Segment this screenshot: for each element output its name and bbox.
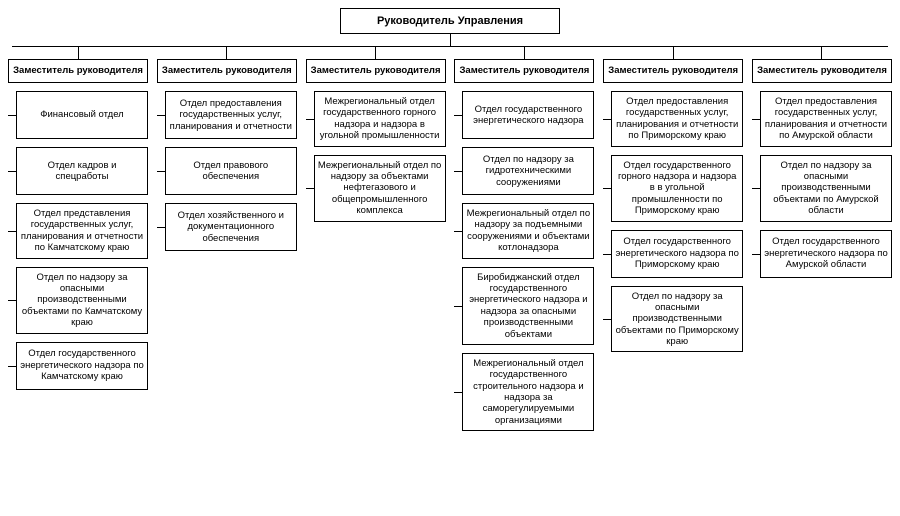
department-node: Отдел государственного энергетического н…: [16, 342, 148, 390]
department-node: Отдел по надзору за опасными производств…: [760, 155, 892, 222]
department-node: Отдел по надзору за опасными производств…: [16, 267, 148, 334]
department-node: Отдел по надзору за опасными производств…: [611, 286, 743, 353]
department-node: Отдел правового обеспечения: [165, 147, 297, 195]
connector-vertical: [78, 47, 79, 59]
department-node: Межрегиональный отдел государственного с…: [462, 353, 594, 431]
connector-vertical: [226, 47, 227, 59]
connector-vertical: [673, 47, 674, 59]
connector-horizontal-bus: [12, 46, 888, 47]
department-node: Биробиджанский отдел государственного эн…: [462, 267, 594, 345]
department-node: Отдел государственного энергетического н…: [760, 230, 892, 278]
deputy-head-node: Заместитель руководителя: [454, 59, 594, 83]
department-node: Отдел предоставления государственных усл…: [165, 91, 297, 139]
connector-vertical: [450, 34, 451, 46]
deputy-head-node: Заместитель руководителя: [8, 59, 148, 83]
department-node: Межрегиональный отдел государственного г…: [314, 91, 446, 147]
column-body: Межрегиональный отдел государственного г…: [306, 83, 446, 222]
column-body: Отдел предоставления государственных усл…: [157, 83, 297, 251]
column-body: Отдел предоставления государственных усл…: [603, 83, 743, 352]
connector-vertical: [375, 47, 376, 59]
deputy-head-node: Заместитель руководителя: [157, 59, 297, 83]
column: Заместитель руководителя Отдел предоставл…: [157, 47, 297, 439]
department-node: Отдел предоставления государственных усл…: [760, 91, 892, 147]
connector-vertical: [821, 47, 822, 59]
department-node: Отдел государственного горного надзора и…: [611, 155, 743, 222]
department-node: Межрегиональный отдел по надзору за объе…: [314, 155, 446, 222]
department-node: Отдел предоставления государственных усл…: [611, 91, 743, 147]
column: Заместитель руководителя Отдел государств…: [454, 47, 594, 439]
department-node: Отдел представления государственных услу…: [16, 203, 148, 259]
department-node: Отдел государственного энергетического н…: [462, 91, 594, 139]
deputy-head-node: Заместитель руководителя: [306, 59, 446, 83]
department-node: Межрегиональный отдел по надзору за подъ…: [462, 203, 594, 259]
department-node: Отдел государственного энергетического н…: [611, 230, 743, 278]
column: Заместитель руководителяФинансовый отдел…: [8, 47, 148, 439]
connector-vertical: [524, 47, 525, 59]
deputy-head-node: Заместитель руководителя: [603, 59, 743, 83]
root-node: Руководитель Управления: [340, 8, 560, 34]
column: Заместитель руководителя Отдел предоставл…: [752, 47, 892, 439]
column: Заместитель руководителя Отдел предоставл…: [603, 47, 743, 439]
department-node: Отдел кадров и спецработы: [16, 147, 148, 195]
columns-container: Заместитель руководителяФинансовый отдел…: [8, 47, 892, 439]
department-node: Отдел по надзору за гидротехническими со…: [462, 147, 594, 195]
department-node: Финансовый отдел: [16, 91, 148, 139]
department-node: Отдел хозяйственного и документационного…: [165, 203, 297, 251]
column-body: Финансовый отдел Отдел кадров и спецработ…: [8, 83, 148, 390]
column: Заместитель руководителя Межрегиональный …: [306, 47, 446, 439]
column-body: Отдел государственного энергетического н…: [454, 83, 594, 431]
column-body: Отдел предоставления государственных усл…: [752, 83, 892, 278]
deputy-head-node: Заместитель руководителя: [752, 59, 892, 83]
